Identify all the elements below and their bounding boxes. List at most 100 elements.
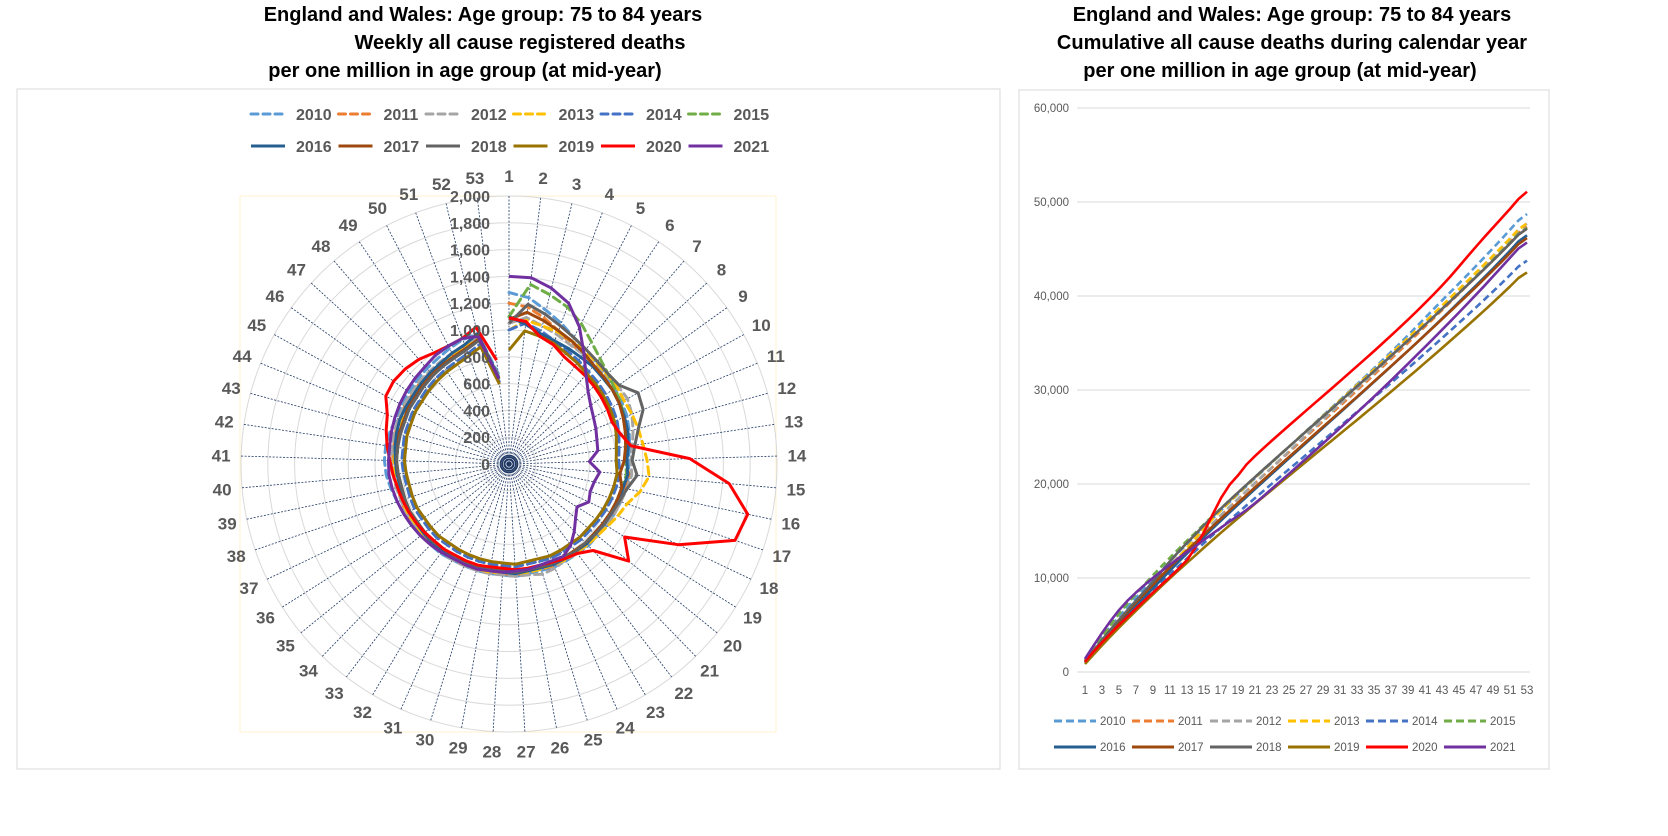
cumulative-legend-label-2011: 2011 — [1178, 716, 1203, 728]
x-tick-label: 49 — [1487, 685, 1500, 697]
y-tick-label: 0 — [1063, 667, 1069, 679]
cumulative-legend-label-2012: 2012 — [1256, 716, 1282, 728]
week-label: 24 — [616, 719, 635, 738]
cumulative-series-2019 — [1084, 271, 1528, 665]
radar-spoke — [254, 463, 510, 551]
week-label: 16 — [781, 514, 800, 533]
line-legend: 2010 2011 2012 2013 2014 2015 2016 2017 2018 2019… — [1054, 716, 1516, 754]
week-label: 45 — [247, 316, 266, 335]
x-tick-label: 17 — [1215, 685, 1228, 697]
radar-spoke — [508, 463, 618, 710]
x-tick-label: 45 — [1453, 685, 1466, 697]
week-label: 43 — [222, 379, 241, 398]
week-label: 30 — [415, 730, 434, 749]
week-label: 37 — [240, 579, 259, 598]
cumulative-legend-label-2014: 2014 — [1412, 716, 1438, 728]
cumulative-legend-label-2013: 2013 — [1334, 716, 1360, 728]
week-label: 28 — [482, 743, 501, 762]
weekly-radar-chart: England and Wales: Age group: 75 to 84 y… — [16, 4, 1001, 770]
x-tick-label: 19 — [1232, 685, 1245, 697]
line-title-line-3: per one million in age group (at mid-yea… — [1083, 60, 1476, 82]
x-tick-label: 33 — [1351, 685, 1364, 697]
x-tick-label: 39 — [1402, 685, 1415, 697]
week-label: 51 — [399, 185, 418, 204]
y-tick-label: 10,000 — [1034, 573, 1069, 585]
week-label: 35 — [276, 637, 295, 656]
radar-spoke — [372, 463, 510, 695]
radar-title-line-2: Weekly all cause registered deaths — [355, 32, 686, 54]
radial-tick-label: 1,600 — [450, 243, 490, 260]
week-label: 39 — [218, 514, 237, 533]
line-title-line-2: Cumulative all cause deaths during calen… — [1057, 32, 1527, 54]
radar-spoke — [430, 463, 510, 721]
x-tick-label: 29 — [1317, 685, 1330, 697]
week-label: 22 — [674, 684, 693, 703]
radial-tick-label: 1,400 — [450, 269, 490, 286]
line-series-group — [1083, 190, 1528, 665]
week-label: 1 — [504, 167, 513, 186]
x-tick-label: 3 — [1099, 685, 1105, 697]
x-tick-label: 11 — [1164, 685, 1176, 697]
x-tick-label: 37 — [1385, 685, 1398, 697]
week-label: 3 — [572, 175, 581, 194]
radar-grid-ring — [267, 222, 751, 706]
radar-spoke — [246, 463, 510, 520]
radial-tick-label: 2,000 — [450, 189, 490, 206]
week-label: 18 — [760, 579, 779, 598]
week-label: 11 — [767, 347, 785, 366]
radar-spoke — [508, 463, 752, 580]
radar-center-ring — [506, 461, 512, 467]
x-tick-label: 9 — [1150, 685, 1156, 697]
radar-spoke — [508, 463, 764, 551]
week-label: 50 — [368, 199, 387, 218]
x-tick-label: 41 — [1419, 685, 1432, 697]
radial-tick-label: 600 — [463, 377, 490, 394]
week-label: 42 — [215, 413, 234, 432]
week-label: 41 — [212, 447, 231, 466]
radar-series-2019 — [403, 329, 619, 566]
line-title-line-1: England and Wales: Age group: 75 to 84 y… — [1073, 4, 1512, 26]
legend-label-2015: 2015 — [734, 107, 770, 124]
legend-label-2018: 2018 — [471, 139, 507, 156]
radar-labels: 1 2 34567891011121314151617181920212223242… — [212, 167, 807, 762]
week-label: 12 — [777, 379, 796, 398]
radar-spoke — [260, 362, 510, 465]
radar-spoke — [241, 455, 510, 465]
week-label: 27 — [517, 743, 536, 762]
radar-spoke — [508, 463, 526, 732]
week-label: 2 — [538, 169, 547, 188]
week-label: 33 — [325, 684, 344, 703]
line-chart-border — [1018, 89, 1550, 770]
x-tick-label: 51 — [1504, 685, 1517, 697]
legend-label-2021: 2021 — [734, 139, 770, 156]
radar-spoke — [508, 455, 777, 465]
week-label: 19 — [743, 609, 762, 628]
legend-label-2016: 2016 — [296, 139, 332, 156]
x-tick-label: 53 — [1521, 685, 1534, 697]
x-tick-label: 21 — [1249, 685, 1262, 697]
radar-spoke — [300, 463, 510, 634]
week-label: 49 — [339, 216, 358, 235]
week-label: 40 — [213, 481, 232, 500]
week-label: 15 — [786, 481, 805, 500]
radar-spoke — [492, 463, 510, 732]
radar-spoke — [250, 392, 510, 465]
week-label: 7 — [692, 237, 701, 256]
x-tick-label: 47 — [1470, 685, 1483, 697]
week-label: 17 — [772, 547, 791, 566]
radar-spoke — [310, 282, 510, 465]
radar-spoke — [346, 463, 510, 678]
legend-label-2020: 2020 — [646, 139, 682, 156]
radar-spoke — [322, 463, 510, 657]
cumulative-legend-label-2010: 2010 — [1100, 716, 1126, 728]
radar-spoke — [508, 463, 672, 678]
week-label: 29 — [449, 739, 468, 758]
x-tick-label: 31 — [1334, 685, 1347, 697]
cumulative-legend-label-2015: 2015 — [1490, 716, 1516, 728]
radar-spoke — [476, 197, 510, 465]
cumulative-series-2021 — [1083, 241, 1528, 660]
radar-spoke — [333, 260, 510, 465]
radar-title-line-1: England and Wales: Age group: 75 to 84 y… — [264, 4, 703, 26]
x-tick-label: 15 — [1198, 685, 1211, 697]
